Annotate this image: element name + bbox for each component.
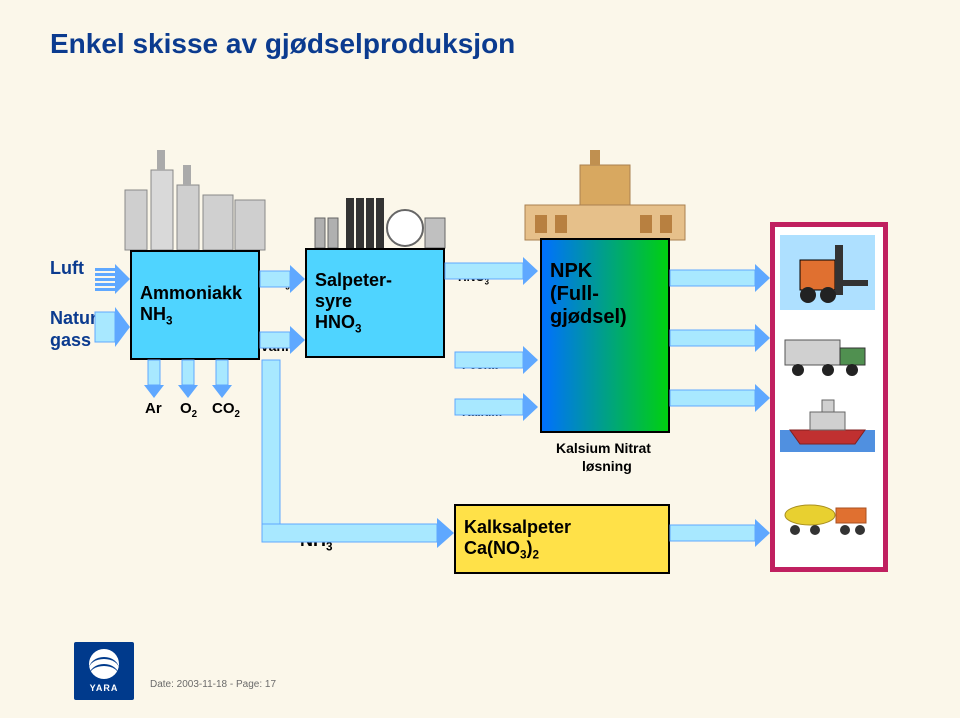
npk-line3: gjødsel) [550, 306, 668, 329]
losning-label: løsning [582, 458, 632, 474]
kalksalpeter-box: Kalksalpeter Ca(NO3)2 [454, 504, 670, 574]
salpeter-line1: Salpeter- [315, 270, 443, 291]
hno3-small-label: HNO3 [458, 270, 489, 286]
nh3-vert-label: NH3 [300, 530, 333, 554]
vann-label: Vann [260, 338, 293, 354]
kalksalpeter-line2: Ca(NO3)2 [464, 538, 668, 562]
salpeter-box: Salpeter- syre HNO3 [305, 248, 445, 358]
factory-icon-1 [115, 140, 275, 255]
nh3-small-label: NH3 [268, 275, 290, 291]
train-icon [780, 500, 875, 540]
kalsium-nitrat-label: Kalsium Nitrat [556, 440, 651, 456]
luft-label: Luft [50, 258, 84, 279]
o2-label: O2 [180, 400, 197, 420]
naturgass-label-1: Natur- [50, 308, 103, 329]
ar-label: Ar [145, 400, 162, 417]
logo-text: YARA [90, 683, 119, 693]
npk-line1: NPK [550, 260, 668, 283]
n2-label: N2 [264, 400, 280, 420]
logo-circle-icon [89, 649, 119, 679]
kalksalpeter-line1: Kalksalpeter [464, 517, 668, 538]
ammoniakk-line2: NH3 [140, 304, 258, 328]
ship-icon [780, 392, 875, 452]
fosfat-label: Fosfat [462, 358, 498, 372]
salpeter-line3: HNO3 [315, 312, 443, 336]
yara-logo: YARA [74, 642, 134, 700]
naturgass-label-2: gass [50, 330, 91, 351]
ammoniakk-box: Ammoniakk NH3 [130, 250, 260, 360]
kalium-label: Kalium [462, 405, 502, 419]
npk-line2: (Full- [550, 283, 668, 306]
ammoniakk-line1: Ammoniakk [140, 283, 258, 304]
salpeter-line2: syre [315, 291, 443, 312]
footer-text: Date: 2003-11-18 - Page: 17 [150, 679, 276, 690]
page-title: Enkel skisse av gjødselproduksjon [50, 28, 515, 60]
npk-box: NPK (Full- gjødsel) [540, 238, 670, 433]
truck-icon [780, 330, 875, 380]
forklift-icon [780, 235, 875, 310]
co2-label: CO2 [212, 400, 240, 420]
tanks-icon [310, 188, 450, 253]
factory-icon-2 [520, 145, 690, 245]
